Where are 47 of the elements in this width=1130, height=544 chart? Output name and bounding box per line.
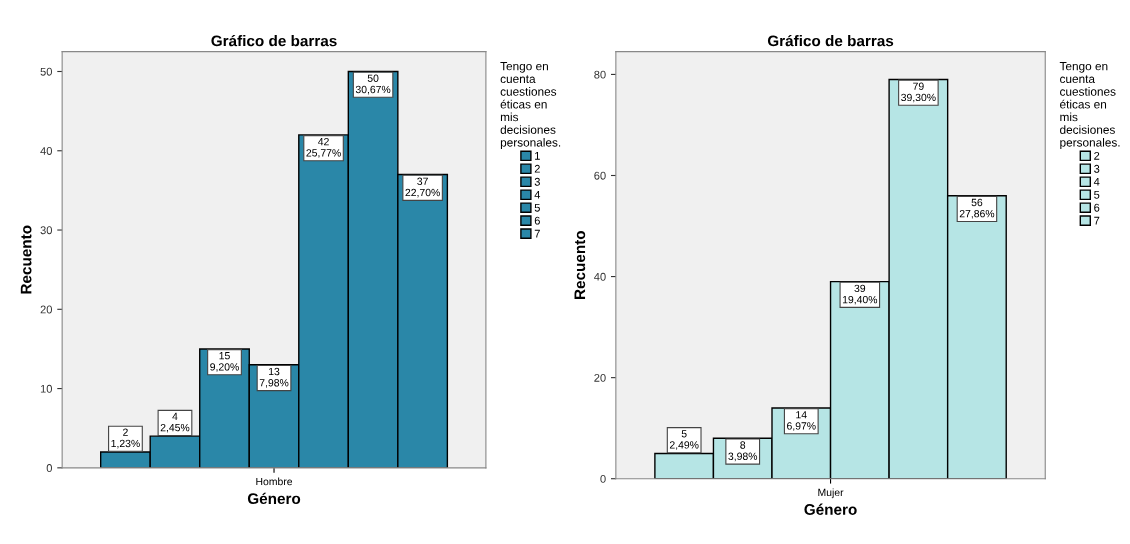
data-label: 15 9,20% — [210, 352, 239, 372]
legend-label: 4 — [1093, 177, 1100, 186]
x-tick-label: Mujer — [818, 488, 844, 499]
legend-label: 5 — [534, 203, 540, 212]
legend-title: Tengo en cuenta cuestiones éticas en mis decisiones personales. — [500, 62, 561, 149]
legend-title: Tengo en cuenta cuestiones éticas en mis decisiones personales. — [1059, 62, 1120, 149]
y-tick-label: 0 — [46, 464, 52, 472]
legend-label: 6 — [534, 216, 540, 225]
legend-label: 5 — [1094, 190, 1100, 199]
y-tick-label: 40 — [594, 272, 606, 281]
y-tick-label: 20 — [594, 373, 606, 382]
data-label: 37 22,70% — [405, 177, 440, 198]
legend-label: 7 — [534, 229, 540, 238]
data-label: 13 7,98% — [259, 367, 289, 388]
legend-label: 3 — [534, 177, 540, 186]
legend-label: 2 — [1094, 151, 1100, 160]
data-label: 79 39,30% — [901, 82, 936, 103]
y-axis-title: Recuento — [20, 225, 32, 294]
legend-label: 7 — [1094, 216, 1100, 225]
y-tick-label: 10 — [40, 384, 52, 393]
data-label: 50 30,67% — [355, 74, 391, 95]
x-axis-title: Género — [247, 492, 301, 505]
chart-title: Gráfico de barras — [211, 34, 337, 47]
data-label: 39 19,40% — [842, 284, 878, 305]
legend-label: 3 — [1094, 164, 1100, 173]
legend-label: 2 — [534, 164, 540, 173]
data-label: 14 6,97% — [787, 411, 816, 431]
data-label: 42 25,77% — [306, 137, 341, 158]
y-tick-label: 40 — [40, 147, 52, 155]
y-tick-label: 50 — [40, 67, 52, 76]
y-tick-label: 80 — [594, 70, 606, 79]
data-label: 8 3,98% — [728, 441, 758, 462]
data-label: 2 1,23% — [111, 428, 140, 449]
legend-label: 4 — [534, 190, 541, 199]
y-tick-label: 60 — [594, 171, 606, 180]
y-axis-title: Recuento — [574, 230, 586, 299]
data-label: 4 2,45% — [160, 412, 190, 433]
x-tick-label: Hombre — [256, 477, 293, 486]
legend-label: 6 — [1094, 203, 1100, 212]
y-tick-label: 20 — [40, 305, 52, 314]
y-tick-label: 30 — [40, 226, 52, 235]
y-tick-label: 0 — [600, 474, 606, 483]
data-label: 5 2,49% — [669, 430, 699, 450]
data-label: 56 27,86% — [959, 198, 995, 219]
x-axis-title: Género — [804, 503, 857, 515]
chart-title: Gráfico de barras — [767, 34, 894, 47]
legend-label: 1 — [535, 152, 540, 160]
